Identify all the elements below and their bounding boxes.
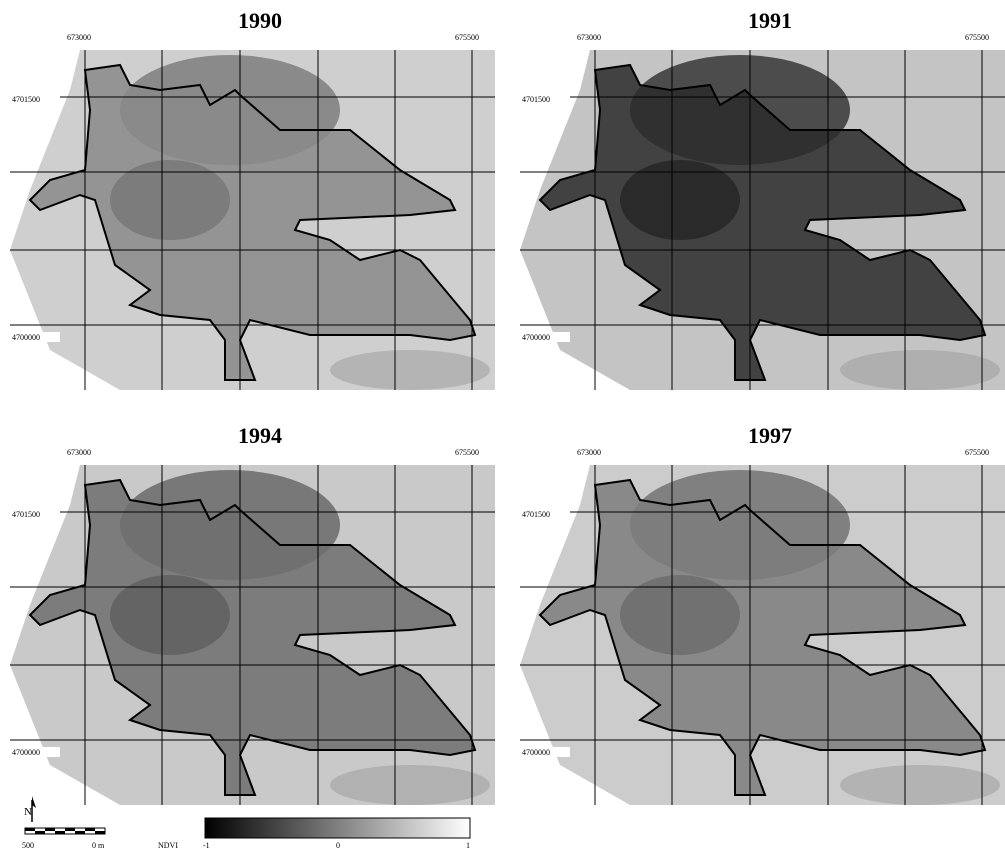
y-coord-label: 4701500 bbox=[12, 95, 40, 104]
north-label: N bbox=[24, 806, 32, 818]
panel-title: 1991 bbox=[748, 8, 792, 33]
vegetation-patch bbox=[840, 350, 1000, 390]
y-coord-label: 4700000 bbox=[12, 748, 40, 757]
legend-label: -1 bbox=[203, 841, 210, 850]
legend-label: 1 bbox=[466, 841, 470, 850]
y-coord-label: 4700000 bbox=[522, 748, 550, 757]
map-panel bbox=[520, 50, 1005, 390]
map-panel bbox=[520, 465, 1005, 805]
x-coord-label: 675500 bbox=[965, 33, 989, 42]
north-arrow bbox=[32, 796, 36, 822]
vegetation-patch bbox=[330, 765, 490, 805]
x-coord-label: 675500 bbox=[455, 448, 479, 457]
map-panel bbox=[10, 50, 500, 390]
vegetation-patch bbox=[840, 765, 1000, 805]
y-coord-label: 4701500 bbox=[12, 510, 40, 519]
x-coord-label: 675500 bbox=[965, 448, 989, 457]
map-panel bbox=[10, 465, 500, 805]
scale-label: 500 bbox=[22, 841, 34, 850]
panel-title: 1990 bbox=[238, 8, 282, 33]
y-coord-label: 4700000 bbox=[12, 333, 40, 342]
y-coord-label: 4700000 bbox=[522, 333, 550, 342]
x-coord-label: 673000 bbox=[67, 448, 91, 457]
x-coord-label: 673000 bbox=[577, 33, 601, 42]
x-coord-label: 673000 bbox=[577, 448, 601, 457]
figure: N 500 0 m NDVI -1 0 1 1990 673000 675500 47… bbox=[0, 0, 1005, 855]
panel-title: 1997 bbox=[748, 423, 792, 448]
panel-title: 1994 bbox=[238, 423, 282, 448]
legend-title: NDVI bbox=[158, 841, 178, 850]
x-coord-label: 675500 bbox=[455, 33, 479, 42]
scale-label: 0 m bbox=[92, 841, 105, 850]
y-coord-label: 4701500 bbox=[522, 95, 550, 104]
legend-label: 0 bbox=[336, 841, 340, 850]
x-coord-label: 673000 bbox=[67, 33, 91, 42]
scale-bar bbox=[25, 828, 105, 834]
ndvi-color-ramp bbox=[205, 818, 470, 838]
vegetation-patch bbox=[330, 350, 490, 390]
y-coord-label: 4701500 bbox=[522, 510, 550, 519]
